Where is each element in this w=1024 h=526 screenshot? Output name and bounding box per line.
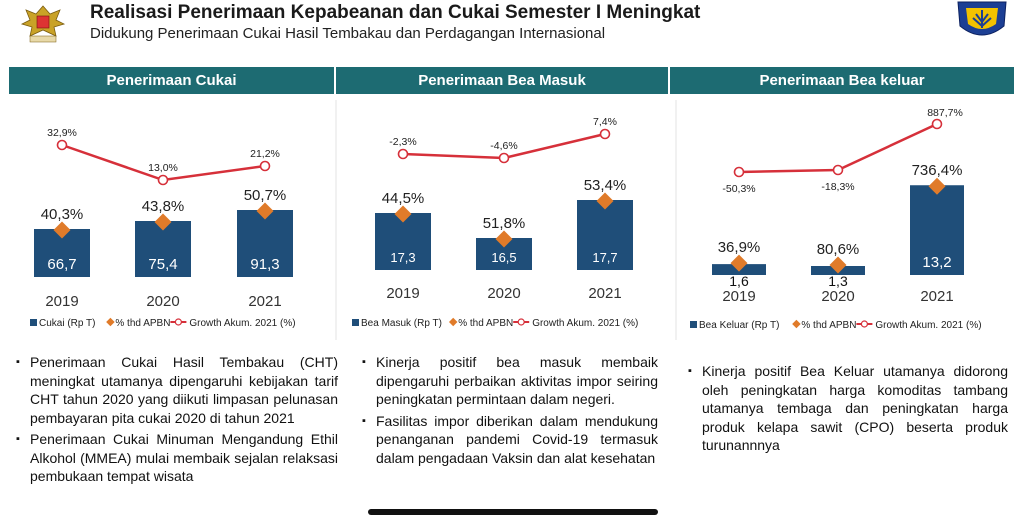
- pct-marker-bk-0: [730, 254, 748, 272]
- growth-point-bk-2: [931, 118, 943, 130]
- year-label-bk-1: 2020: [821, 288, 854, 305]
- growth-label-cukai-0: 32,9%: [47, 127, 77, 139]
- pct-marker-bk-1: [829, 256, 847, 274]
- bar-cukai-2: [237, 210, 293, 277]
- growth-point-cukai-2: [259, 160, 271, 172]
- bar-value-cukai-0: 66,7: [47, 256, 76, 273]
- pct-label-cukai-0: 40,3%: [41, 206, 84, 223]
- legend-bar-swatch-bm: [352, 319, 359, 326]
- growth-label-bm-1: -4,6%: [490, 140, 517, 152]
- year-label-cukai-1: 2020: [146, 293, 179, 310]
- legend-pct-swatch-bm: [448, 317, 458, 327]
- legend-growth-swatch-dot-cukai: [174, 318, 182, 326]
- pct-label-cukai-1: 43,8%: [142, 198, 185, 215]
- growth-label-bm-0: -2,3%: [389, 136, 416, 148]
- growth-label-bk-1: -18,3%: [821, 181, 854, 193]
- page-subtitle: Didukung Penerimaan Cukai Hasil Tembakau…: [90, 25, 606, 42]
- bar-value-cukai-1: 75,4: [148, 256, 177, 273]
- year-label-bm-0: 2019: [386, 285, 419, 302]
- growth-point-cukai-0: [56, 139, 68, 151]
- year-label-bk-0: 2019: [722, 288, 755, 305]
- year-label-cukai-2: 2021: [248, 293, 281, 310]
- legend-pct-swatch-bk: [792, 319, 801, 329]
- banner-bea-keluar: Penerimaan Bea keluar: [670, 67, 1014, 94]
- legend-growth-label-bk: Growth Akum. 2021 (%): [875, 320, 981, 331]
- pct-marker-bk-2: [928, 177, 946, 195]
- pct-marker-cukai-1: [154, 213, 172, 231]
- legend-bar-swatch-bk: [690, 321, 697, 328]
- charts-area: 32,9% 13,0% 21,2% 66,7 40,3% 2019 75,4 43,8% 202…: [30, 100, 982, 340]
- bar-value-cukai-2: 91,3: [250, 256, 279, 273]
- legend-growth-swatch-dot-bm: [517, 318, 525, 326]
- legend-pct-label-bk: % thd APBN: [801, 320, 856, 331]
- growth-label-bm-2: 7,4%: [593, 116, 617, 128]
- bar-value-bk-2: 13,2: [922, 254, 951, 271]
- kemenkeu-logo: [954, 0, 1010, 42]
- growth-label-cukai-2: 21,2%: [250, 148, 280, 160]
- dpr-logo: [16, 2, 70, 44]
- growth-point-bm-0: [397, 148, 409, 160]
- growth-label-bk-2: 887,7%: [927, 107, 963, 119]
- pct-label-bk-0: 36,9%: [718, 239, 761, 256]
- legend-growth-label-bm: Growth Akum. 2021 (%): [532, 318, 638, 329]
- bar-value-bm-1: 16,5: [491, 250, 516, 265]
- year-label-cukai-0: 2019: [45, 293, 78, 310]
- bar-bm-0: [375, 213, 431, 270]
- bar-value-bk-1: 1,3: [828, 273, 848, 289]
- bar-bk-2: [910, 185, 964, 275]
- bottom-scroll-indicator: [368, 509, 658, 515]
- bar-value-bm-2: 17,7: [592, 250, 617, 265]
- notes-cukai: Penerimaan Cukai Hasil Tembakau (CHT) me…: [16, 353, 338, 489]
- legend-pct-swatch-cukai: [106, 317, 115, 327]
- note-cukai-1: Penerimaan Cukai Hasil Tembakau (CHT) me…: [16, 353, 338, 427]
- notes-bea-keluar: Kinerja positif Bea Keluar utamanya dido…: [688, 362, 1008, 458]
- legend-bar-label-bm: Bea Masuk (Rp T): [361, 318, 442, 329]
- pct-marker-bm-2: [596, 192, 614, 210]
- growth-point-bk-0: [733, 166, 745, 178]
- banner-bea-masuk: Penerimaan Bea Masuk: [336, 67, 668, 94]
- legend-growth-swatch-dot-bk: [860, 320, 869, 328]
- note-bm-1: Kinerja positif bea masuk membaik dipeng…: [362, 353, 658, 409]
- bar-value-bm-0: 17,3: [390, 250, 415, 265]
- notes-bea-masuk: Kinerja positif bea masuk membaik dipeng…: [362, 353, 658, 470]
- note-bk-1: Kinerja positif Bea Keluar utamanya dido…: [688, 362, 1008, 455]
- legend-growth-label-cukai: Growth Akum. 2021 (%): [189, 318, 295, 329]
- growth-point-cukai-1: [157, 174, 169, 186]
- pct-label-bm-0: 44,5%: [382, 190, 425, 207]
- banner-cukai: Penerimaan Cukai: [9, 67, 334, 94]
- year-label-bm-2: 2021: [588, 285, 621, 302]
- pct-marker-bm-0: [394, 205, 412, 223]
- year-label-bk-2: 2021: [920, 288, 953, 305]
- growth-point-bm-2: [599, 128, 611, 140]
- pct-label-bk-2: 736,4%: [912, 162, 963, 179]
- growth-label-bk-0: -50,3%: [722, 183, 755, 195]
- page-title: Realisasi Penerimaan Kepabeanan dan Cuka…: [90, 2, 701, 23]
- pct-marker-bm-1: [495, 230, 513, 248]
- growth-label-cukai-1: 13,0%: [148, 162, 178, 174]
- pct-label-bk-1: 80,6%: [817, 241, 860, 258]
- pct-marker-cukai-2: [256, 202, 274, 220]
- year-label-bm-1: 2020: [487, 285, 520, 302]
- note-bm-2: Fasilitas impor diberikan dalam mendukun…: [362, 412, 658, 468]
- growth-point-bm-1: [498, 152, 510, 164]
- legend-bar-label-bk: Bea Keluar (Rp T): [699, 320, 779, 331]
- bar-bm-2: [577, 200, 633, 270]
- legend-pct-label-bm: % thd APBN: [458, 318, 513, 329]
- growth-point-bk-1: [832, 164, 844, 176]
- pct-label-bm-2: 53,4%: [584, 177, 627, 194]
- note-cukai-2: Penerimaan Cukai Minuman Mengandung Ethi…: [16, 430, 338, 486]
- pct-label-bm-1: 51,8%: [483, 215, 526, 232]
- legend-bar-swatch-cukai: [30, 319, 37, 326]
- pct-label-cukai-2: 50,7%: [244, 187, 287, 204]
- bar-value-bk-0: 1,6: [729, 273, 749, 289]
- legend-pct-label-cukai: % thd APBN: [115, 318, 170, 329]
- legend-bar-label-cukai: Cukai (Rp T): [39, 318, 96, 329]
